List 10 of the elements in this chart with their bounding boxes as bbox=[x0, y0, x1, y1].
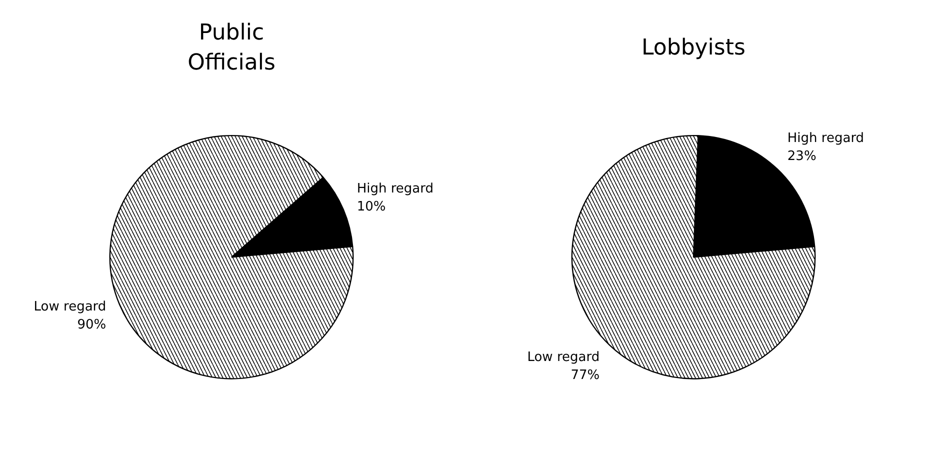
chart-title: Public Officials bbox=[188, 20, 276, 76]
slice-label: High regard bbox=[787, 131, 864, 146]
slice-label: Low regard bbox=[34, 300, 106, 315]
data-label: 23% bbox=[787, 149, 816, 164]
data-label: 77% bbox=[570, 368, 600, 384]
slice-label: High regard bbox=[356, 182, 434, 197]
data-label: 10% bbox=[356, 200, 386, 215]
chart-title: Lobbyists bbox=[642, 35, 746, 60]
data-label: 90% bbox=[77, 318, 106, 333]
slice-label: Low regard bbox=[527, 350, 600, 366]
